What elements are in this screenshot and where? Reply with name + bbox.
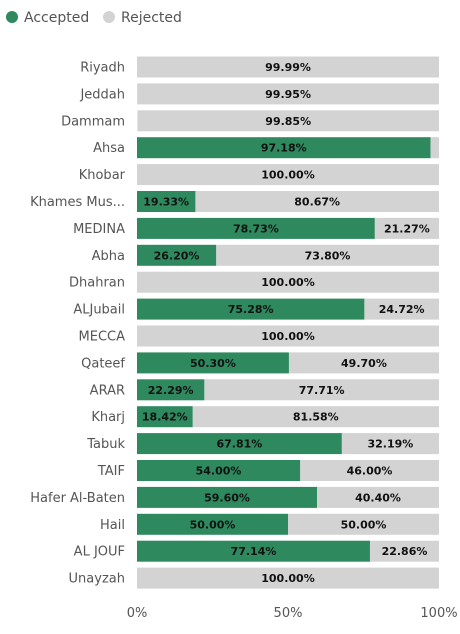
bar-accepted [137,298,365,320]
data-label-accepted: 18.42% [142,411,188,424]
bar-rejected [137,83,439,105]
data-label-rejected: 80.67% [294,196,340,209]
legend-label-rejected: Rejected [121,10,182,26]
category-label: ALJubail [73,303,125,318]
category-label: MEDINA [73,222,125,237]
bar-rejected [430,137,439,159]
bar-rejected [137,164,439,186]
bar-rejected [288,352,439,374]
category-label: Dammam [61,114,125,129]
category-label: Ahsa [93,141,125,156]
data-label-accepted: 54.00% [196,465,242,478]
bar-accepted [137,379,205,401]
bar-rejected [341,433,439,455]
bar-accepted [137,137,431,159]
bar-rejected [300,460,439,481]
category-label: Abha [92,249,125,264]
bar-rejected [288,513,439,535]
data-label-rejected: 77.71% [299,384,345,397]
legend-label-accepted: Accepted [24,10,89,26]
bar-accepted [137,486,317,508]
category-label: Khames Mus... [30,195,125,210]
bar-rejected [204,379,439,401]
data-label-accepted: 22.29% [148,384,194,397]
x-tick-label: 100% [420,606,457,621]
data-label-accepted: 77.14% [231,545,277,558]
data-label-rejected: 46.00% [347,465,393,478]
category-label: Qateef [81,356,125,371]
category-label: Unayzah [69,572,125,587]
bar-accepted [137,191,196,212]
data-label-accepted: 59.60% [204,491,250,504]
bar-rejected [192,406,439,428]
legend: Accepted Rejected [6,10,182,26]
bar-accepted [137,460,301,481]
category-label: Dhahran [69,276,125,291]
plot-area: Riyadh 99.99% Jeddah 99.95% Dammam 99.85% Ahsa… [30,56,439,589]
data-label-accepted: 75.28% [228,303,274,316]
data-label-rejected: 100.00% [261,330,314,343]
data-label-rejected: 22.86% [382,545,428,558]
data-label-accepted: 67.81% [216,438,262,451]
bar-accepted [137,406,193,428]
bar-accepted [137,540,370,562]
bar-rejected [195,191,439,212]
bar-rejected [137,271,439,293]
bar-rejected [374,217,439,239]
data-label-rejected: 100.00% [261,572,314,585]
category-label: TAIF [97,464,125,479]
category-label: Kharj [91,410,125,425]
data-label-rejected: 24.72% [379,303,425,316]
bar-accepted [137,352,289,374]
bar-accepted [137,513,288,535]
data-label-rejected: 100.00% [261,169,314,182]
data-label-rejected: 49.70% [341,357,387,370]
bar-rejected [137,567,439,589]
x-tick-label: 0% [127,606,148,621]
category-label: Hail [100,518,125,533]
data-label-accepted: 78.73% [233,222,279,235]
bar-rejected [137,110,439,132]
data-label-accepted: 26.20% [154,249,200,262]
bar-rejected [137,325,439,347]
legend-marker-accepted [6,11,18,23]
data-label-rejected: 40.40% [355,491,401,504]
x-axis: 0% 50% 100% [127,606,458,621]
data-label-accepted: 97.18% [261,142,307,155]
x-tick-label: 50% [274,606,303,621]
data-label-rejected: 99.95% [265,88,311,101]
category-label: AL JOUF [74,545,125,560]
data-label-accepted: 19.33% [143,196,189,209]
bar-rejected [216,244,439,266]
data-label-rejected: 73.80% [305,249,351,262]
data-label-rejected: 81.58% [293,411,339,424]
data-label-rejected: 99.99% [265,61,311,74]
bar-accepted [137,433,342,455]
legend-marker-rejected [103,11,115,23]
bar-rejected [137,56,439,78]
data-label-rejected: 32.19% [367,438,413,451]
category-label: Khobar [79,168,126,183]
bar-rejected [316,486,439,508]
data-label-accepted: 50.00% [190,518,236,531]
bar-rejected [369,540,439,562]
category-label: Hafer Al-Baten [30,491,125,506]
data-label-rejected: 21.27% [384,222,430,235]
category-label: Riyadh [80,61,125,76]
category-label: ARAR [90,383,125,398]
data-label-rejected: 100.00% [261,276,314,289]
bar-accepted [137,217,375,239]
category-label: MECCA [79,330,126,345]
data-label-rejected: 50.00% [341,518,387,531]
category-label: Jeddah [79,87,125,102]
category-label: Tabuk [86,437,125,452]
bar-rejected [364,298,439,320]
bar-accepted [137,244,217,266]
data-label-accepted: 50.30% [190,357,236,370]
data-label-rejected: 99.85% [265,115,311,128]
